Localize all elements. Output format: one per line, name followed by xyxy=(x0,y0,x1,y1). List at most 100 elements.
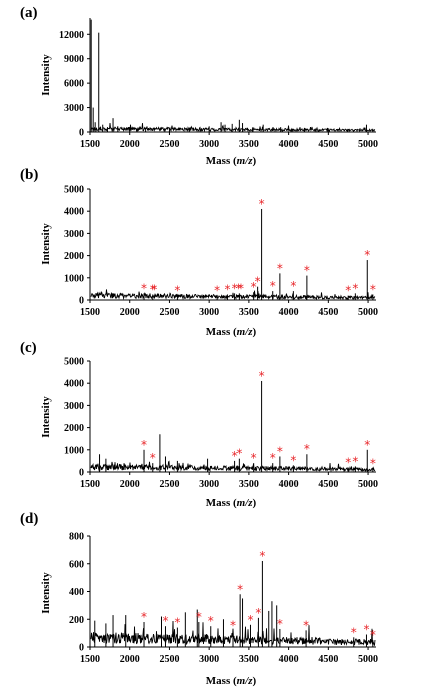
peak-marker-star-c: * xyxy=(345,456,351,470)
x-tick-label-d: 3000 xyxy=(199,654,219,665)
x-axis-title-c: Mass (m/z) xyxy=(206,497,257,509)
spectrum-trace-a xyxy=(90,123,376,133)
y-tick-label-b: 3000 xyxy=(64,229,84,240)
y-tick-label-b: 1000 xyxy=(64,273,84,284)
y-tick-label-a: 12000 xyxy=(59,30,84,41)
x-tick-label-a: 1500 xyxy=(80,139,100,150)
peak-marker-star-b: * xyxy=(224,282,230,296)
peak-marker-star-b: * xyxy=(214,284,220,298)
x-axis-title-d: Mass (m/z) xyxy=(206,675,257,687)
peak-marker-star-d: * xyxy=(208,614,214,628)
y-tick-label-a: 0 xyxy=(79,128,84,139)
y-tick-label-a: 9000 xyxy=(64,54,84,65)
x-tick-label-c: 4000 xyxy=(279,479,299,490)
x-axis-title-a: Mass (m/z) xyxy=(206,155,257,167)
x-axis-title-b-italic: m/z xyxy=(237,326,254,338)
x-axis-title-b-end: ) xyxy=(253,326,257,338)
y-tick-label-b: 5000 xyxy=(64,185,84,196)
x-axis-title-b: Mass (m/z) xyxy=(206,326,257,338)
peak-marker-star-b: * xyxy=(151,282,157,296)
peak-marker-star-c: * xyxy=(150,451,156,465)
y-tick-label-c: 5000 xyxy=(64,357,84,368)
peak-marker-star-b: * xyxy=(150,282,156,296)
y-tick-label-b: 0 xyxy=(79,296,84,307)
x-axis-title-c-italic: m/z xyxy=(237,497,254,509)
x-tick-label-c: 5000 xyxy=(358,479,378,490)
y-tick-label-d: 0 xyxy=(79,643,84,654)
x-tick-label-c: 2500 xyxy=(159,479,179,490)
x-tick-label-a: 5000 xyxy=(358,139,378,150)
y-tick-label-c: 2000 xyxy=(64,423,84,434)
peak-marker-star-c: * xyxy=(277,444,283,458)
peak-marker-star-d: * xyxy=(237,582,243,596)
peak-marker-star-b: * xyxy=(141,281,147,295)
peak-marker-star-b: * xyxy=(290,279,296,293)
x-tick-label-c: 3500 xyxy=(239,479,259,490)
x-tick-label-b: 3000 xyxy=(199,307,219,318)
x-tick-label-a: 2000 xyxy=(120,139,140,150)
panel-label-c: (c) xyxy=(20,340,37,356)
peak-marker-star-c: * xyxy=(251,451,257,465)
x-axis-title-d-main: Mass ( xyxy=(206,675,237,687)
peak-marker-star-b: * xyxy=(174,284,180,298)
x-axis-title-c-main: Mass ( xyxy=(206,497,237,509)
peak-marker-star-c: * xyxy=(304,442,310,456)
y-tick-label-a: 3000 xyxy=(64,103,84,114)
peak-marker-star-c: * xyxy=(236,447,242,461)
x-tick-label-c: 4500 xyxy=(318,479,338,490)
peak-marker-star-d: * xyxy=(255,606,261,620)
x-tick-label-d: 5000 xyxy=(358,654,378,665)
x-axis-title-a-end: ) xyxy=(253,155,257,167)
peak-marker-star-b: * xyxy=(370,282,376,296)
x-tick-label-b: 2500 xyxy=(159,307,179,318)
x-tick-label-b: 4000 xyxy=(279,307,299,318)
y-axis-title-a: Intensity xyxy=(40,54,52,96)
x-tick-label-d: 2000 xyxy=(120,654,140,665)
spectrum-panel-b: (b) Intensity Mass (m/z) 1500 2000 2500 300… xyxy=(20,167,378,338)
y-tick-label-c: 0 xyxy=(79,468,84,479)
x-axis-title-a-main: Mass ( xyxy=(206,155,237,167)
x-tick-label-d: 4000 xyxy=(279,654,299,665)
x-tick-label-b: 1500 xyxy=(80,307,100,318)
y-tick-label-d: 600 xyxy=(69,559,84,570)
panel-label-b: (b) xyxy=(20,167,38,183)
x-axis-title-d-end: ) xyxy=(253,675,257,687)
x-tick-label-b: 5000 xyxy=(358,307,378,318)
spectrum-trace-d xyxy=(90,620,376,647)
peak-marker-star-d: * xyxy=(303,618,309,632)
peak-marker-star-d: * xyxy=(247,613,253,627)
spectrum-trace-c xyxy=(90,460,376,473)
spectrum-panel-a: (a) Intensity Mass (m/z) 1500 2000 2500 300… xyxy=(20,5,378,167)
peak-marker-star-c: * xyxy=(270,451,276,465)
x-tick-label-a: 2500 xyxy=(159,139,179,150)
x-tick-label-b: 2000 xyxy=(120,307,140,318)
x-tick-label-a: 3000 xyxy=(199,139,219,150)
panel-label-a: (a) xyxy=(20,5,38,21)
peak-marker-star-d: * xyxy=(259,549,265,563)
y-axis-title-b: Intensity xyxy=(40,223,52,265)
peak-marker-star-b: * xyxy=(277,261,283,275)
peak-marker-star-b: * xyxy=(270,279,276,293)
y-tick-label-a: 6000 xyxy=(64,79,84,90)
x-tick-label-d: 4500 xyxy=(318,654,338,665)
peak-marker-star-c: * xyxy=(364,438,370,452)
peak-marker-star-c: * xyxy=(232,449,238,463)
spectrum-trace-b xyxy=(90,289,376,301)
y-tick-label-c: 3000 xyxy=(64,401,84,412)
x-tick-label-b: 3500 xyxy=(239,307,259,318)
peak-marker-star-b: * xyxy=(232,281,238,295)
y-tick-label-d: 800 xyxy=(69,532,84,543)
y-tick-label-d: 200 xyxy=(69,615,84,626)
peak-marker-star-d: * xyxy=(370,628,376,642)
peak-marker-star-d: * xyxy=(141,610,147,624)
peak-marker-star-b: * xyxy=(238,281,244,295)
peak-marker-star-d: * xyxy=(230,618,236,632)
peak-marker-star-b: * xyxy=(345,284,351,298)
peak-marker-star-c: * xyxy=(141,438,147,452)
y-tick-label-c: 1000 xyxy=(64,445,84,456)
x-axis-title-c-end: ) xyxy=(253,497,257,509)
peak-marker-star-b: * xyxy=(259,197,265,211)
x-tick-label-d: 2500 xyxy=(159,654,179,665)
x-tick-label-a: 4000 xyxy=(279,139,299,150)
